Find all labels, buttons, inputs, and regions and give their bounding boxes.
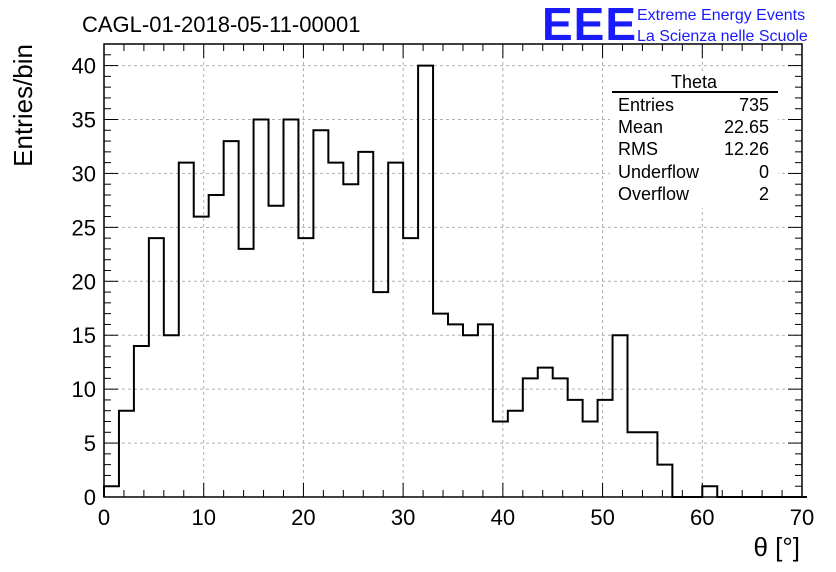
y-tick-label: 20 [72,269,96,294]
histogram-bin [358,152,373,497]
y-tick-label: 0 [84,485,96,510]
histogram-line [103,64,807,498]
stats-row-underflow: Underflow 0 [618,162,769,182]
eee-logo: EEE Extreme Energy Events La Scienza nel… [542,0,808,50]
histogram-bin [104,486,119,497]
histogram-bin [179,163,194,497]
logo-line-2: La Scienza nelle Scuole [637,28,808,45]
stats-row-rms: RMS 12.26 [618,139,769,159]
x-tick-label: 40 [491,505,515,530]
histogram-bin [463,335,478,497]
histogram-bin [523,378,538,497]
y-tick-label: 30 [72,161,96,186]
histogram-bin [224,141,239,497]
stats-row-mean: Mean 22.65 [618,117,769,137]
x-tick-label: 0 [98,505,110,530]
y-tick-label: 40 [72,54,96,79]
histogram-bin [164,335,179,497]
x-tick-label: 10 [191,505,215,530]
histogram-bin [583,422,598,498]
stats-value: 2 [759,184,769,204]
histogram-bin [134,346,149,497]
histogram-bin [298,238,313,497]
y-tick-label: 10 [72,377,96,402]
histogram-bin [702,486,717,497]
histogram-bin [433,314,448,497]
histogram-bin [269,206,284,497]
x-tick-label: 20 [291,505,315,530]
histogram-bin [478,324,493,497]
histogram-bin [328,163,343,497]
histogram-bin [448,324,463,497]
stats-value: 22.65 [724,117,769,137]
stats-value: 12.26 [724,139,769,159]
histogram-bin [553,378,568,497]
x-tick-label: 50 [590,505,614,530]
logo-letters: EEE [542,0,637,50]
histogram-bin [343,184,358,497]
stats-box-background [610,72,778,208]
stats-label: RMS [618,139,658,159]
grid-lines [104,44,802,497]
stats-label: Mean [618,117,663,137]
histogram-bin [642,432,657,497]
stats-box: Theta Entries 735 Mean 22.65 RMS 12.26 U… [610,72,778,208]
histogram-bin [568,400,583,497]
histogram-bin [538,368,553,497]
axis-ticks [103,43,803,498]
logo-line-1: Extreme Energy Events [637,7,805,24]
histogram-bin [493,422,508,498]
stats-value: 0 [759,162,769,182]
histogram-bin [657,465,672,497]
histogram-bin [119,411,134,497]
stats-box-title: Theta [671,72,718,92]
histogram-bin [613,335,628,497]
x-axis-label: θ [°] [753,532,800,562]
histogram-bin [239,249,254,497]
histogram-bin [283,120,298,498]
histogram-bin [403,238,418,497]
histogram-bin [388,163,403,497]
y-axis-label: Entries/bin [8,44,38,167]
histogram-bin [313,130,328,497]
histogram-bin [373,292,388,497]
histogram-bin [598,400,613,497]
stats-label: Overflow [618,184,690,204]
x-tick-label: 70 [790,505,814,530]
y-tick-label: 35 [72,108,96,133]
x-tick-label: 30 [391,505,415,530]
histogram-bin [194,217,209,497]
y-tick-label: 15 [72,323,96,348]
stats-row-entries: Entries 735 [618,95,769,115]
histogram-bin [209,195,224,497]
y-tick-label: 5 [84,431,96,456]
stats-label: Underflow [618,162,700,182]
y-tick-label: 25 [72,215,96,240]
histogram-bin [149,238,164,497]
histogram-bin [508,411,523,497]
histogram-bin [628,432,643,497]
x-tick-label: 60 [690,505,714,530]
stats-value: 735 [739,95,769,115]
x-tick-labels: 0 10 20 30 40 50 60 70 [98,505,814,530]
histogram-bin [254,120,269,498]
y-tick-labels: 0 5 10 15 20 25 30 35 40 [72,54,96,510]
stats-row-overflow: Overflow 2 [618,184,769,204]
chart-title: CAGL-01-2018-05-11-00001 [82,12,360,37]
stats-label: Entries [618,95,674,115]
